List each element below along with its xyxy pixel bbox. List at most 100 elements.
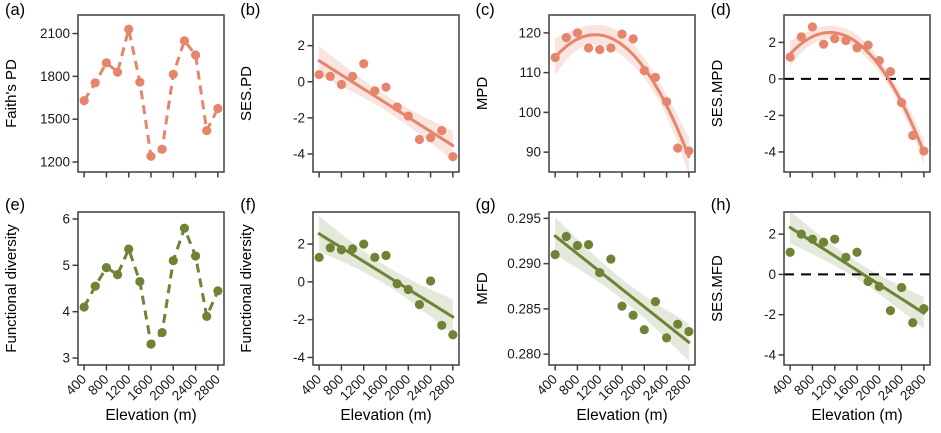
- data-points: [314, 239, 458, 340]
- y-tick-label: 0.290: [507, 256, 541, 271]
- x-axis-ticks: [553, 172, 690, 178]
- x-axis-label: Elevation (m): [811, 407, 902, 424]
- plot-background: [313, 15, 460, 172]
- data-points: [785, 22, 929, 156]
- panel-c-label: (c): [475, 1, 495, 19]
- y-tick-label: 0.295: [507, 211, 541, 226]
- panel-f: (f) 400 800 1200 1600 2000 2400 2800 2 0 -2 -4 Func…: [235, 195, 470, 433]
- y-axis-label: Functional diversity: [3, 224, 20, 353]
- x-axis-label: Elevation (m): [105, 407, 196, 424]
- x-tick-label: 2800: [426, 372, 458, 404]
- panel-g: (g) 400 800 1200 1600 2000 2400 2800 0.280 0.285…: [471, 195, 706, 433]
- y-axis-label: MPD: [474, 77, 491, 111]
- x-axis-ticks: [789, 172, 925, 178]
- y-tick-label: 2: [298, 237, 306, 252]
- plot-content: [553, 217, 690, 362]
- plot-background: [78, 15, 224, 172]
- x-axis-ticks: [318, 172, 454, 178]
- y-tick-label: 0.285: [507, 301, 541, 316]
- panel-h: (h) 400 800 1200 1600 2000 2400 2800 2 0 -2 -4 SES.…: [706, 195, 941, 433]
- y-tick-label: 100: [518, 105, 541, 120]
- plot-background: [313, 212, 460, 365]
- panel-b: (b) 2 0 -2 -4 SES.PD: [235, 0, 470, 195]
- y-tick-label: 0: [298, 74, 306, 89]
- y-axis-ticks: 2 0 -2 -4: [293, 237, 314, 365]
- y-axis-label: SES.MFD: [709, 255, 726, 322]
- y-tick-label: -2: [293, 110, 305, 125]
- panel-h-label: (h): [710, 196, 731, 214]
- y-tick-label: 4: [62, 304, 70, 319]
- y-axis-ticks: 2 0 -2 -4: [764, 227, 784, 362]
- x-tick-label: 400: [298, 372, 325, 399]
- y-tick-label: 5: [62, 258, 70, 273]
- data-points: [79, 24, 223, 161]
- chart-mfd: 400800120016002000240028000.2800.2850.29…: [474, 211, 696, 424]
- y-axis-label: Functional diversity: [238, 224, 255, 353]
- y-axis-ticks: 3 4 5 6: [62, 211, 78, 366]
- panel-a: (a) 1200 1500 1800 2100 Faith's PD: [0, 0, 235, 195]
- x-tick-label: 400: [768, 372, 795, 399]
- y-tick-label: 3: [62, 351, 70, 366]
- y-tick-label: -4: [293, 146, 305, 161]
- chart-mpd: 90 100 110 120 MPD: [474, 14, 696, 178]
- x-axis-label: Elevation (m): [576, 407, 667, 424]
- panel-g-label: (g): [475, 196, 496, 214]
- y-axis-label: Faith's PD: [3, 59, 20, 128]
- y-tick-label: 1500: [40, 112, 70, 127]
- panel-d-label: (d): [710, 1, 731, 19]
- fit-line: [317, 59, 455, 148]
- y-tick-label: 1800: [40, 69, 70, 84]
- y-tick-label: 110: [519, 65, 541, 80]
- panel-d: (d) 2 0 -2 -4 SES.MPD: [706, 0, 941, 195]
- data-points: [314, 59, 458, 162]
- y-tick-label: 90: [525, 145, 540, 160]
- y-tick-label: 2: [298, 38, 306, 53]
- x-axis-ticks: [83, 172, 219, 178]
- y-tick-label: 1200: [40, 155, 70, 170]
- x-tick-label: 2800: [897, 372, 929, 404]
- y-tick-label: 120: [518, 25, 541, 40]
- y-tick-label: 2: [768, 35, 776, 50]
- panel-c: (c) 90 100 110 120 MPD: [471, 0, 706, 195]
- x-tick-label: 2800: [191, 372, 223, 404]
- panel-e-label: (e): [5, 196, 26, 214]
- y-axis-ticks: 2 0 -2 -4: [293, 38, 314, 161]
- y-axis-ticks: 0.280 0.285 0.290 0.295: [507, 211, 549, 362]
- y-tick-label: 0: [768, 71, 776, 86]
- panel-a-label: (a): [5, 1, 26, 19]
- chart-ses-pd: 2 0 -2 -4 SES.PD: [238, 14, 460, 178]
- panel-e: (e) 400 800 1200 1600 2000 2400 2800 3 4 5 6 Functi…: [0, 195, 235, 433]
- x-tick-label: 400: [533, 372, 560, 399]
- x-axis-label: Elevation (m): [341, 407, 432, 424]
- y-axis-ticks: 1200 1500 1800 2100: [40, 26, 78, 170]
- data-points: [550, 231, 693, 343]
- data-points: [550, 28, 693, 156]
- chart-faiths-pd: 1200 1500 1800 2100 Faith's PD: [3, 14, 225, 178]
- chart-ses-mpd: 2 0 -2 -4 SES.MPD: [709, 14, 931, 178]
- y-axis-ticks: 2 0 -2 -4: [764, 35, 784, 159]
- y-axis-label: SES.PD: [238, 66, 255, 121]
- y-axis-label: SES.MPD: [709, 60, 726, 128]
- y-axis-label: MFD: [474, 272, 491, 305]
- data-points: [785, 229, 929, 328]
- y-tick-label: 2100: [40, 26, 70, 41]
- y-tick-label: 0: [768, 267, 776, 282]
- panel-f-label: (f): [240, 196, 256, 214]
- data-points: [79, 223, 223, 349]
- chart-ses-functional-diversity: 4008001200160020002400280020-2-4Function…: [238, 211, 460, 424]
- y-tick-label: 2: [768, 227, 776, 242]
- y-tick-label: 6: [62, 211, 70, 226]
- y-tick-label: 0: [298, 274, 306, 289]
- y-tick-label: -4: [764, 347, 776, 362]
- plot-background: [78, 212, 224, 365]
- chart-ses-mfd: 4008001200160020002400280020-2-4SES.MFDE…: [709, 211, 931, 424]
- y-tick-label: 0.280: [507, 347, 541, 362]
- y-axis-ticks: 90 100 110 120: [518, 25, 549, 160]
- y-tick-label: -4: [293, 350, 305, 365]
- x-tick-label: 2800: [662, 372, 694, 404]
